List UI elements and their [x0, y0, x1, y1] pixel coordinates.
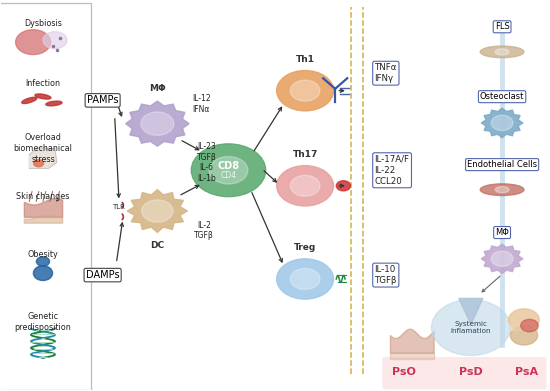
- Circle shape: [34, 160, 43, 167]
- Circle shape: [277, 259, 333, 299]
- Text: Dysbiosis: Dysbiosis: [24, 19, 62, 28]
- Text: FLS: FLS: [494, 22, 509, 31]
- FancyBboxPatch shape: [382, 357, 546, 389]
- Text: IL-17A/F
IL-22
CCL20: IL-17A/F IL-22 CCL20: [375, 155, 410, 186]
- Circle shape: [510, 326, 538, 345]
- Circle shape: [521, 319, 538, 332]
- Circle shape: [191, 144, 266, 197]
- Text: Osteoclast: Osteoclast: [480, 92, 524, 101]
- Circle shape: [43, 32, 67, 49]
- Polygon shape: [481, 244, 523, 274]
- Text: PsD: PsD: [459, 367, 483, 377]
- Text: Genetic
predisposition: Genetic predisposition: [15, 312, 72, 332]
- Text: CD4: CD4: [221, 171, 236, 180]
- Circle shape: [36, 257, 50, 266]
- Text: IL-2
TGFβ: IL-2 TGFβ: [194, 221, 214, 240]
- Circle shape: [277, 166, 333, 206]
- Polygon shape: [29, 148, 57, 168]
- Ellipse shape: [22, 97, 37, 104]
- Polygon shape: [481, 108, 523, 138]
- Ellipse shape: [495, 49, 509, 55]
- Circle shape: [209, 156, 248, 184]
- Text: Obesity: Obesity: [28, 250, 58, 259]
- Text: Infection: Infection: [25, 79, 60, 88]
- Circle shape: [15, 30, 51, 55]
- Text: MΦ: MΦ: [149, 84, 166, 93]
- Ellipse shape: [495, 187, 509, 193]
- Circle shape: [336, 181, 350, 191]
- Text: Th1: Th1: [295, 54, 315, 63]
- Text: DAMPs: DAMPs: [86, 270, 119, 280]
- Text: DC: DC: [150, 241, 164, 250]
- Ellipse shape: [35, 94, 51, 99]
- Text: IL-10
TGFβ: IL-10 TGFβ: [375, 265, 397, 285]
- Ellipse shape: [480, 184, 524, 196]
- Text: Endothelial Cells: Endothelial Cells: [467, 160, 537, 169]
- Text: IL-23
TGFβ
IL-6
IL-1b: IL-23 TGFβ IL-6 IL-1b: [197, 142, 217, 183]
- Text: IL-12
IFNα: IL-12 IFNα: [192, 94, 211, 114]
- Circle shape: [509, 309, 540, 331]
- FancyBboxPatch shape: [0, 4, 91, 389]
- Circle shape: [142, 200, 173, 222]
- Text: TNFα
IFNγ: TNFα IFNγ: [375, 63, 397, 83]
- Circle shape: [290, 175, 320, 196]
- Polygon shape: [459, 298, 483, 325]
- Circle shape: [141, 112, 174, 135]
- Text: Systemic
inflamation: Systemic inflamation: [450, 321, 491, 334]
- Ellipse shape: [34, 266, 53, 280]
- Ellipse shape: [480, 46, 524, 58]
- Circle shape: [491, 251, 513, 266]
- Circle shape: [290, 80, 320, 101]
- Text: PAMPs: PAMPs: [87, 95, 118, 106]
- Text: Skin changes: Skin changes: [16, 192, 70, 201]
- Circle shape: [432, 300, 510, 355]
- Text: MΦ: MΦ: [495, 228, 509, 237]
- Text: TLR: TLR: [112, 204, 124, 210]
- Text: Overload
biomechanical
stress: Overload biomechanical stress: [14, 133, 73, 164]
- Ellipse shape: [46, 101, 62, 106]
- Text: CD8: CD8: [217, 161, 240, 170]
- Circle shape: [491, 115, 513, 131]
- Circle shape: [290, 269, 320, 289]
- Text: Th17: Th17: [293, 150, 318, 159]
- Circle shape: [277, 70, 333, 111]
- Text: Treg: Treg: [294, 243, 316, 252]
- Text: PsA: PsA: [515, 367, 538, 377]
- Polygon shape: [125, 101, 189, 146]
- Polygon shape: [127, 190, 188, 232]
- FancyBboxPatch shape: [510, 324, 538, 331]
- Text: PsO: PsO: [392, 367, 416, 377]
